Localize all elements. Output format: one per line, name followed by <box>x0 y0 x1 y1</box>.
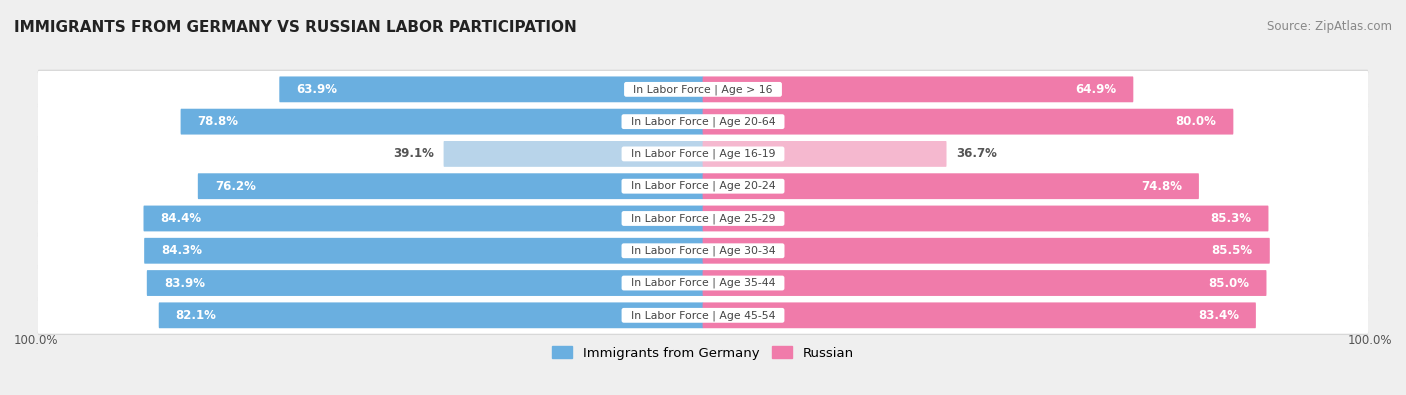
Text: In Labor Force | Age 25-29: In Labor Force | Age 25-29 <box>624 213 782 224</box>
FancyBboxPatch shape <box>38 134 1368 174</box>
FancyBboxPatch shape <box>38 232 1368 269</box>
FancyBboxPatch shape <box>703 205 1268 231</box>
FancyBboxPatch shape <box>143 205 703 231</box>
FancyBboxPatch shape <box>703 109 1233 135</box>
FancyBboxPatch shape <box>38 168 1368 205</box>
FancyBboxPatch shape <box>146 270 703 296</box>
FancyBboxPatch shape <box>38 265 1368 301</box>
FancyBboxPatch shape <box>703 270 1267 296</box>
Text: 82.1%: 82.1% <box>176 309 217 322</box>
FancyBboxPatch shape <box>703 77 1133 102</box>
FancyBboxPatch shape <box>703 303 1256 328</box>
Text: Source: ZipAtlas.com: Source: ZipAtlas.com <box>1267 20 1392 33</box>
Text: In Labor Force | Age 35-44: In Labor Force | Age 35-44 <box>624 278 782 288</box>
Text: 36.7%: 36.7% <box>956 147 997 160</box>
FancyBboxPatch shape <box>38 297 1368 334</box>
Text: In Labor Force | Age 45-54: In Labor Force | Age 45-54 <box>624 310 782 321</box>
Text: IMMIGRANTS FROM GERMANY VS RUSSIAN LABOR PARTICIPATION: IMMIGRANTS FROM GERMANY VS RUSSIAN LABOR… <box>14 20 576 35</box>
Text: 85.5%: 85.5% <box>1212 244 1253 257</box>
Text: In Labor Force | Age > 16: In Labor Force | Age > 16 <box>626 84 780 95</box>
FancyBboxPatch shape <box>38 295 1368 335</box>
Text: 39.1%: 39.1% <box>394 147 434 160</box>
Text: In Labor Force | Age 16-19: In Labor Force | Age 16-19 <box>624 149 782 159</box>
FancyBboxPatch shape <box>703 238 1270 264</box>
FancyBboxPatch shape <box>280 77 703 102</box>
FancyBboxPatch shape <box>443 141 703 167</box>
Text: 100.0%: 100.0% <box>1347 334 1392 347</box>
Text: 85.3%: 85.3% <box>1211 212 1251 225</box>
FancyBboxPatch shape <box>198 173 703 199</box>
Text: 83.9%: 83.9% <box>163 276 205 290</box>
FancyBboxPatch shape <box>38 167 1368 206</box>
Text: In Labor Force | Age 30-34: In Labor Force | Age 30-34 <box>624 246 782 256</box>
Text: 64.9%: 64.9% <box>1076 83 1116 96</box>
Text: In Labor Force | Age 20-64: In Labor Force | Age 20-64 <box>624 117 782 127</box>
Text: 74.8%: 74.8% <box>1140 180 1182 193</box>
Text: 80.0%: 80.0% <box>1175 115 1216 128</box>
FancyBboxPatch shape <box>38 102 1368 141</box>
FancyBboxPatch shape <box>38 70 1368 109</box>
FancyBboxPatch shape <box>703 173 1199 199</box>
Text: 83.4%: 83.4% <box>1198 309 1239 322</box>
Text: 63.9%: 63.9% <box>297 83 337 96</box>
FancyBboxPatch shape <box>38 200 1368 237</box>
Text: In Labor Force | Age 20-24: In Labor Force | Age 20-24 <box>624 181 782 192</box>
FancyBboxPatch shape <box>703 141 946 167</box>
FancyBboxPatch shape <box>180 109 703 135</box>
FancyBboxPatch shape <box>38 263 1368 303</box>
Text: 85.0%: 85.0% <box>1209 276 1250 290</box>
FancyBboxPatch shape <box>38 135 1368 172</box>
Text: 76.2%: 76.2% <box>215 180 256 193</box>
FancyBboxPatch shape <box>159 303 703 328</box>
FancyBboxPatch shape <box>38 231 1368 271</box>
Text: 100.0%: 100.0% <box>14 334 59 347</box>
FancyBboxPatch shape <box>38 71 1368 108</box>
Text: 84.4%: 84.4% <box>160 212 201 225</box>
FancyBboxPatch shape <box>38 103 1368 140</box>
FancyBboxPatch shape <box>38 199 1368 238</box>
FancyBboxPatch shape <box>145 238 703 264</box>
Text: 78.8%: 78.8% <box>198 115 239 128</box>
Text: 84.3%: 84.3% <box>162 244 202 257</box>
Legend: Immigrants from Germany, Russian: Immigrants from Germany, Russian <box>547 341 859 365</box>
